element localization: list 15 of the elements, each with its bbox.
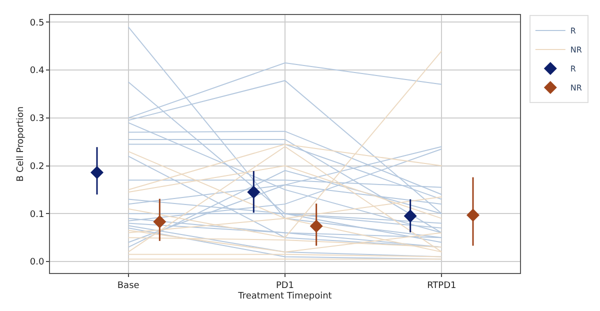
y-tick-label: 0.2: [30, 162, 44, 172]
x-tick-label: PD1: [276, 280, 294, 291]
y-tick-label: 0.3: [30, 114, 44, 124]
legend-label: NR: [570, 84, 582, 93]
legend-label: R: [570, 64, 576, 74]
legend-label: NR: [570, 46, 582, 55]
x-tick-label: Base: [117, 280, 140, 291]
x-axis-title: Treatment Timepoint: [237, 292, 332, 302]
y-axis-title: B Cell Proportion: [16, 106, 26, 182]
x-tick-label: RTPD1: [427, 280, 456, 291]
y-tick-label: 0.4: [30, 66, 44, 76]
y-tick-label: 0.1: [30, 210, 44, 220]
legend-label: R: [570, 26, 576, 36]
y-tick-label: 0.5: [30, 18, 44, 28]
y-tick-label: 0.0: [30, 258, 44, 268]
